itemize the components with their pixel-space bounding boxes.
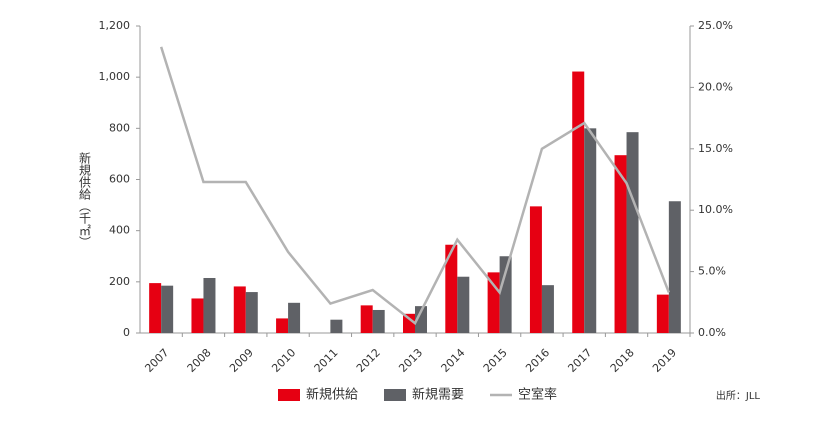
bar	[191, 298, 204, 333]
bar	[457, 276, 470, 333]
bar	[360, 305, 373, 333]
bar	[203, 277, 216, 333]
y-tick-label: 400	[109, 224, 130, 237]
y2-tick-label: 20.0%	[698, 80, 733, 93]
legend-label: 新規供給	[306, 387, 358, 403]
y-tick-label: 1,000	[99, 70, 131, 83]
bar	[445, 244, 458, 333]
x-tick-label: 2010	[269, 346, 298, 375]
legend-swatch	[278, 389, 300, 401]
y-tick-label: 1,200	[99, 19, 131, 32]
y2-tick-label: 5.0%	[698, 265, 726, 278]
legend-label: 新規需要	[412, 387, 464, 403]
bar	[288, 302, 301, 333]
bar	[276, 318, 289, 333]
bar	[614, 155, 627, 333]
y-tick-label: 200	[109, 275, 130, 288]
legend-swatch	[384, 389, 406, 401]
y2-tick-label: 15.0%	[698, 142, 733, 155]
x-tick-label: 2011	[312, 346, 341, 375]
bar	[233, 286, 246, 333]
y-axis-label: 新規供給（千㎡）	[78, 151, 92, 248]
bar	[149, 283, 162, 333]
x-tick-label: 2015	[481, 346, 510, 375]
y-tick-label: 800	[109, 121, 130, 134]
bar	[529, 206, 542, 333]
x-tick-label: 2014	[439, 346, 468, 375]
y-tick-label: 0	[123, 326, 130, 339]
bar	[330, 319, 343, 333]
bar	[656, 294, 669, 333]
x-tick-label: 2017	[565, 346, 594, 375]
source: 出所：JLL	[716, 389, 761, 402]
x-tick-label: 2009	[227, 346, 256, 375]
y2-tick-label: 0.0%	[698, 326, 726, 339]
bar	[584, 128, 597, 333]
x-tick-label: 2016	[523, 346, 552, 375]
x-tick-label: 2012	[354, 346, 383, 375]
y2-tick-label: 10.0%	[698, 203, 733, 216]
y2-tick-label: 25.0%	[698, 19, 733, 32]
bar	[372, 309, 385, 333]
legend-label: 空室率	[518, 387, 557, 403]
bar	[668, 201, 681, 333]
x-tick-label: 2018	[608, 346, 637, 375]
bar	[499, 256, 512, 333]
line	[159, 46, 671, 326]
bar	[161, 285, 174, 333]
x-tick-label: 2008	[185, 346, 214, 375]
x-tick-label: 2013	[396, 346, 425, 375]
bar	[415, 306, 427, 333]
bar	[626, 132, 639, 333]
bar	[245, 292, 258, 333]
x-tick-label: 2007	[142, 346, 171, 375]
bar	[541, 285, 554, 333]
bar	[572, 71, 585, 333]
bar	[403, 313, 415, 333]
y-tick-label: 600	[109, 173, 130, 186]
x-tick-label: 2019	[650, 346, 679, 375]
